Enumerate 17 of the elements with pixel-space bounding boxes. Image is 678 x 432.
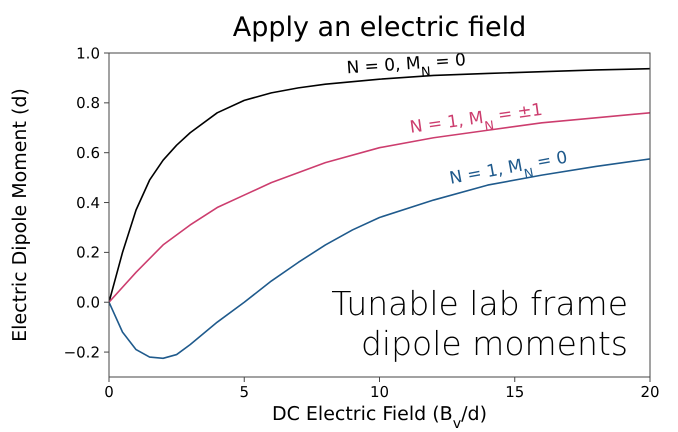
chart-title: Apply an electric field xyxy=(232,12,526,43)
annotation: Tunable lab frame dipole moments xyxy=(331,284,628,363)
y-tick-label: 0.8 xyxy=(76,94,100,112)
y-tick-label: 0.6 xyxy=(76,144,100,162)
y-tick-label: 0.0 xyxy=(76,293,100,312)
x-tick-label: 15 xyxy=(505,383,524,401)
y-tick-label: −0.2 xyxy=(64,343,100,362)
series-label: N = 0, M$_{N}$ = 0 xyxy=(346,50,466,80)
x-axis-title: DC Electric Field (B$_{v}$/d) xyxy=(272,403,488,432)
y-tick-label: 0.2 xyxy=(76,244,100,262)
y-tick-label: 0.4 xyxy=(76,194,100,212)
x-tick-label: 0 xyxy=(104,383,114,401)
y-tick-label: 1.0 xyxy=(76,44,100,62)
y-axis-title: Electric Dipole Moment (d) xyxy=(9,88,31,342)
x-tick-label: 10 xyxy=(370,383,390,401)
x-tick-label: 20 xyxy=(640,383,660,401)
x-tick-label: 5 xyxy=(239,383,250,401)
